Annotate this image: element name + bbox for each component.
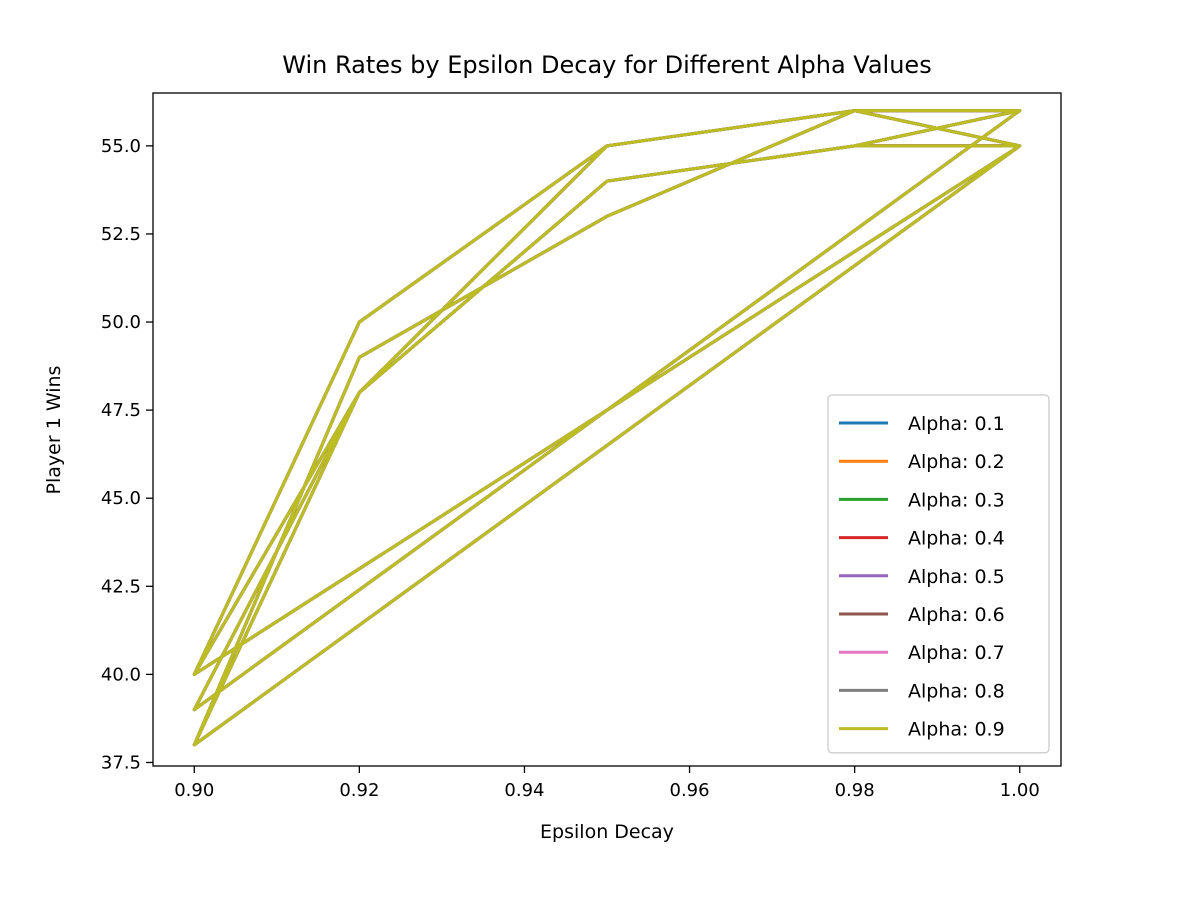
y-tick-label: 45.0: [101, 488, 141, 509]
x-axis-label: Epsilon Decay: [540, 821, 674, 843]
y-tick-label: 52.5: [101, 224, 141, 245]
legend-box: [827, 394, 1050, 754]
legend-label: Alpha: 0.7: [908, 642, 1005, 664]
legend-label: Alpha: 0.4: [908, 528, 1005, 550]
series-layer: [192, 109, 1022, 747]
legend-label: Alpha: 0.6: [908, 604, 1005, 626]
legend-label: Alpha: 0.5: [908, 566, 1005, 588]
x-tick-label: 0.92: [339, 780, 379, 801]
legend-label: Alpha: 0.2: [908, 451, 1005, 473]
legend-label: Alpha: 0.1: [908, 413, 1005, 435]
legend: Alpha: 0.1 Alpha: 0.2 Alpha: 0.3 Alpha: 0.4…: [827, 394, 1050, 754]
legend-label: Alpha: 0.8: [908, 680, 1005, 702]
legend-label: Alpha: 0.3: [908, 489, 1005, 511]
y-tick-label: 42.5: [101, 576, 141, 597]
x-axis-ticks: 0.90 0.92 0.94 0.96 0.98 1.00: [174, 766, 1040, 801]
x-tick-label: 0.94: [504, 780, 544, 801]
y-axis-label: Player 1 Wins: [43, 366, 65, 495]
x-tick-label: 0.90: [174, 780, 214, 801]
y-tick-label: 50.0: [101, 312, 141, 333]
x-tick-label: 1.00: [1000, 780, 1040, 801]
x-tick-label: 0.98: [835, 780, 875, 801]
x-tick-label: 0.96: [670, 780, 710, 801]
chart-title: Win Rates by Epsilon Decay for Different…: [282, 51, 931, 79]
y-tick-label: 47.5: [101, 400, 141, 421]
legend-label: Alpha: 0.9: [908, 719, 1005, 741]
y-axis-ticks: 37.5 40.0 42.5 45.0 47.5 50.0 52.5 55.0: [101, 136, 153, 773]
y-tick-label: 37.5: [101, 752, 141, 773]
series-line-alpha-9: [192, 109, 1022, 747]
y-tick-label: 55.0: [101, 136, 141, 157]
plot-area-frame: [152, 92, 1062, 767]
y-tick-label: 40.0: [101, 664, 141, 685]
